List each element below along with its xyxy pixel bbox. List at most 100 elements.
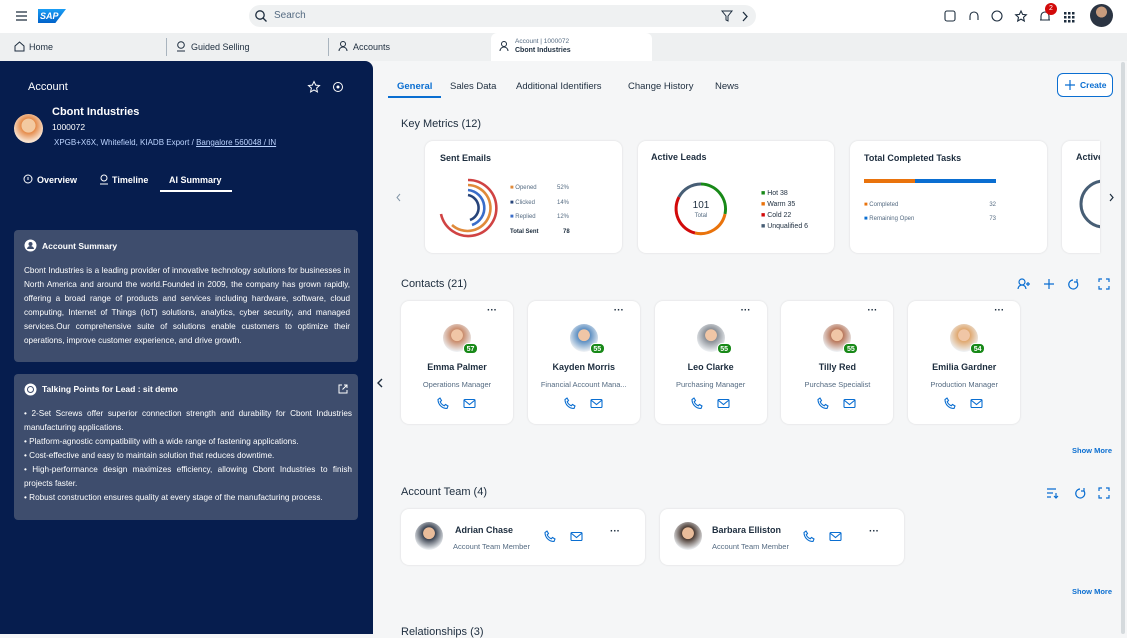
legend-row: ■ Replied 12% xyxy=(510,210,610,225)
more-button[interactable]: ··· xyxy=(487,305,497,316)
more-button[interactable]: ··· xyxy=(740,305,751,316)
member-avatar xyxy=(415,522,443,550)
contact-name: Emilia Gardner xyxy=(932,362,997,372)
show-more[interactable]: Show More xyxy=(1072,446,1113,455)
legend-row: ■ Remaining Open 73 xyxy=(864,212,996,226)
team-card[interactable]: Adrian Chase Account Team Member ··· xyxy=(401,509,645,565)
lead-legend: ■ Hot 38 ■ Warm 35 ■ Cold 22 ■ Unqualifi… xyxy=(761,188,808,232)
legend-row: ■ Completed 32 xyxy=(864,198,996,212)
contact-name: Emma Palmer xyxy=(427,362,487,372)
summary-text: Cbont Industries is a leading provider o… xyxy=(24,266,350,345)
sidebar-tab-active[interactable]: AI Summary xyxy=(169,175,222,185)
donut-chart xyxy=(674,182,727,236)
legend-row: ■ Clicked 14% xyxy=(510,196,610,211)
account-name: Cbont Industries xyxy=(52,106,140,118)
member-role: Account Team Member xyxy=(712,542,789,551)
search-field[interactable]: Search xyxy=(249,5,756,27)
logo[interactable]: SAP xyxy=(38,9,66,23)
create-button[interactable]: Create xyxy=(1057,73,1113,97)
talking-point: • 2-Set Screws offer superior connection… xyxy=(24,409,352,432)
member-name: Barbara Elliston xyxy=(712,525,782,535)
contact-card[interactable]: ··· 57 Emma Palmer Operations Manager xyxy=(401,301,513,424)
metric-card: Sent Emails ■ Opened 52% ■ Clicked 14% ■ R… xyxy=(425,141,622,253)
contact-card[interactable]: ··· 55 Kayden Morris Financial Account M… xyxy=(527,301,640,424)
user-avatar[interactable] xyxy=(1090,4,1113,27)
contact-actions[interactable] xyxy=(817,397,857,410)
sidebar-heading: Account xyxy=(28,81,68,93)
sidebar-tab[interactable]: Timeline xyxy=(112,175,149,185)
address-link[interactable]: Bangalore 560048 / IN xyxy=(196,138,277,147)
active-tab[interactable] xyxy=(491,33,652,61)
contacts-toolbar[interactable] xyxy=(1017,278,1111,290)
legend-value: 52% xyxy=(557,185,570,191)
legend-label: Opened xyxy=(515,185,537,191)
contact-role: Production Manager xyxy=(930,380,998,389)
more-button[interactable]: ··· xyxy=(610,526,620,537)
main-tab-active[interactable]: General xyxy=(397,81,433,92)
contact-role: Financial Account Mana... xyxy=(540,380,627,389)
talking-point: • Platform-agnostic compatibility with a… xyxy=(24,437,299,446)
tab-home[interactable]: Home xyxy=(29,42,54,52)
element: ■ xyxy=(761,223,766,230)
account-id: 1000072 xyxy=(52,122,86,132)
legend-row: ■ Warm 35 xyxy=(761,199,808,210)
show-more[interactable]: Show More xyxy=(1072,587,1113,596)
tab-active-sub: Cbont Industries xyxy=(515,47,571,54)
open-icon[interactable] xyxy=(338,384,348,394)
contact-actions[interactable] xyxy=(944,397,984,410)
legend-row: ■ Hot 38 xyxy=(761,188,808,199)
account-avatar xyxy=(14,114,43,143)
more-button[interactable]: ··· xyxy=(994,305,1005,316)
sidebar-tab[interactable]: Overview xyxy=(37,175,78,185)
main-tab[interactable]: Change History xyxy=(628,81,694,92)
header-actions[interactable] xyxy=(307,80,348,93)
contact-actions[interactable] xyxy=(691,397,731,410)
main-tab[interactable]: Sales Data xyxy=(450,81,497,92)
contact-card[interactable]: ··· 54 Emilia Gardner Production Manager xyxy=(908,301,1021,424)
legend-label: Clicked xyxy=(515,199,535,206)
tab-accounts[interactable]: Accounts xyxy=(353,42,391,52)
contact-card[interactable]: ··· 55 Leo Clarke Purchasing Manager xyxy=(654,301,767,424)
more-button[interactable]: ··· xyxy=(867,305,878,316)
more-button[interactable]: ··· xyxy=(869,526,879,537)
metric-title: Total Completed Tasks xyxy=(864,153,962,163)
talking-point: • High-performance design maximizes effi… xyxy=(24,465,352,488)
contact-actions[interactable] xyxy=(564,397,604,410)
team-card[interactable]: Barbara Elliston Account Team Member ··· xyxy=(660,509,904,565)
filter-icon[interactable] xyxy=(720,10,748,22)
address: XPGB+X6X, Whitefield, KIADB Export / Ban… xyxy=(54,138,276,147)
collapse-button[interactable] xyxy=(376,378,384,388)
contact-actions[interactable] xyxy=(437,397,477,410)
more-button[interactable]: ··· xyxy=(613,305,624,316)
legend-label: Warm 35 xyxy=(767,201,796,208)
contact-card[interactable]: ··· 55 Tilly Red Purchase Specialist xyxy=(781,301,894,424)
metric-card: Total Completed Tasks ■ Completed 32 ■ Re… xyxy=(850,141,1047,253)
tab-guided[interactable]: Guided Selling xyxy=(191,42,250,52)
create-label: Create xyxy=(1080,80,1107,90)
member-actions[interactable] xyxy=(544,530,584,543)
legend-label: Completed xyxy=(869,202,899,208)
element: ■ xyxy=(864,216,868,222)
member-actions[interactable] xyxy=(803,530,843,543)
member-avatar xyxy=(674,522,702,550)
legend-label: Hot 38 xyxy=(767,190,788,197)
section-title: Key Metrics (12) xyxy=(401,118,482,130)
task-legend: ■ Completed 32 ■ Remaining Open 73 xyxy=(864,198,996,226)
element: ■ xyxy=(510,214,514,220)
talking-point-text: Cost-effective and easy to maintain solu… xyxy=(29,451,275,460)
scrollbar[interactable] xyxy=(1121,62,1125,634)
section-title: Contacts (21) xyxy=(401,278,468,290)
legend-label: Replied xyxy=(515,214,536,220)
main-tab[interactable]: Additional Identifiers xyxy=(516,81,602,92)
sidebar: Account Cbont Industries 1000072 XPGB+X6… xyxy=(0,61,373,634)
team-toolbar[interactable] xyxy=(1046,487,1110,499)
section-title: Relationships (3) xyxy=(401,626,484,638)
shell-actions[interactable] xyxy=(944,9,1084,24)
carousel-arrows[interactable] xyxy=(396,193,1116,202)
contact-score: 55 xyxy=(843,343,859,354)
total-label: Total Sent xyxy=(510,228,539,235)
menu-icon[interactable] xyxy=(16,11,27,21)
main-tab[interactable]: News xyxy=(715,81,739,92)
